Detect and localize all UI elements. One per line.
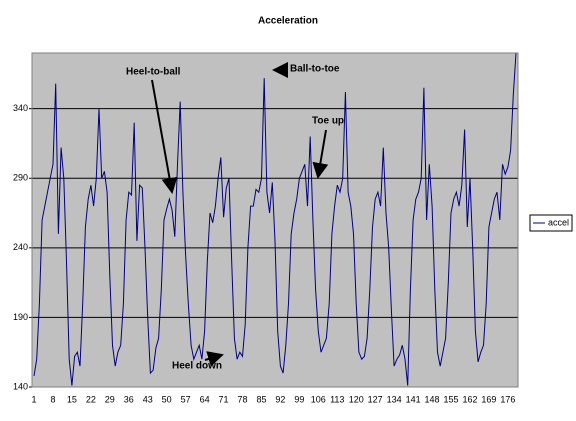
x-tick-label: 1 — [31, 394, 36, 404]
y-tick-label: 240 — [13, 242, 28, 252]
x-tick-label: 113 — [330, 394, 344, 404]
plot-area — [32, 53, 518, 387]
plot-border — [31, 52, 519, 388]
x-tick-label: 176 — [500, 394, 515, 404]
y-tick-label: 290 — [13, 173, 28, 183]
x-tick-label: 29 — [105, 394, 115, 404]
x-tick-label: 8 — [50, 394, 55, 404]
x-tick-label: 155 — [443, 394, 458, 404]
x-tick-label: 36 — [124, 394, 134, 404]
x-tick-label: 78 — [237, 394, 247, 404]
x-tick-label: 22 — [86, 394, 96, 404]
annotation: Ball-to-toe — [290, 64, 340, 75]
y-tick-label: 140 — [13, 381, 28, 391]
x-tick-label: 134 — [387, 394, 402, 404]
arrow — [312, 129, 329, 179]
x-tick-label: 50 — [162, 394, 172, 404]
x-tick-label: 169 — [481, 394, 496, 404]
x-tick-label: 148 — [425, 394, 440, 404]
x-tick-label: 162 — [462, 394, 477, 404]
legend-label: accel — [548, 217, 569, 227]
x-tick-label: 64 — [200, 394, 210, 404]
arrow — [151, 79, 178, 194]
x-tick-label: 141 — [406, 394, 421, 404]
annotation: Toe up — [312, 116, 344, 127]
legend — [529, 214, 573, 232]
x-tick-label: 106 — [311, 394, 326, 404]
x-tick-label: 85 — [256, 394, 266, 404]
x-tick-label: 57 — [181, 394, 191, 404]
y-tick-label: 190 — [13, 312, 28, 322]
x-tick-label: 71 — [219, 394, 229, 404]
data-line — [33, 52, 517, 386]
arrow — [204, 351, 224, 367]
x-tick-label: 92 — [275, 394, 285, 404]
annotation: Heel down — [172, 361, 222, 372]
annotation: Heel-to-ball — [126, 67, 181, 78]
x-tick-label: 120 — [349, 394, 364, 404]
y-tick-label: 340 — [13, 103, 28, 113]
chart-title: Acceleration — [258, 16, 318, 27]
x-tick-label: 43 — [143, 394, 153, 404]
x-tick-label: 15 — [67, 394, 77, 404]
x-tick-label: 99 — [294, 394, 304, 404]
x-tick-label: 127 — [368, 394, 383, 404]
